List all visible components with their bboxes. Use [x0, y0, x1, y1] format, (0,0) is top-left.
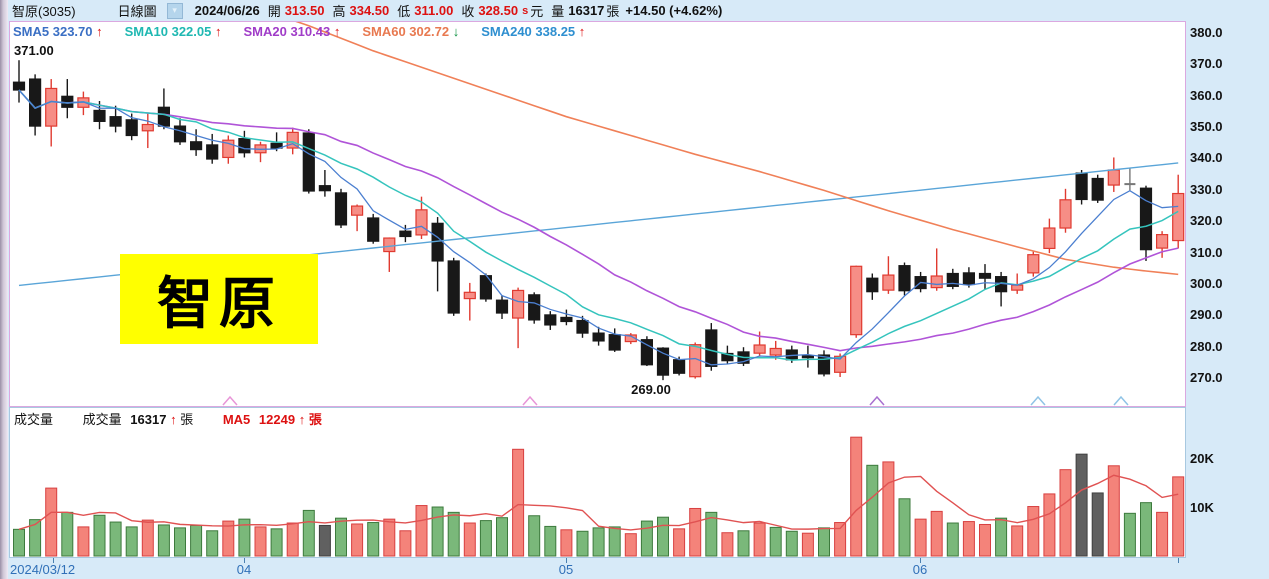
pattern-marker-chevron: [522, 395, 538, 406]
down-arrow-icon: ↓: [449, 24, 460, 39]
chart-type-label[interactable]: 日線圖: [117, 4, 157, 19]
price-tick-label: 380.0: [1190, 25, 1223, 40]
price-axis: 380.0 370.0 360.0 350.0 340.0 330.0 320.0 310.0…: [1190, 21, 1266, 407]
price-tick-label: 370.0: [1190, 56, 1223, 72]
up-arrow-icon: ↑: [211, 24, 222, 39]
time-tick-mark: [244, 558, 245, 563]
time-tick-mark: [566, 558, 567, 563]
up-arrow-icon: ↑: [575, 24, 586, 39]
sma-legend-sma60: SMA60 302.72 ↓: [362, 24, 460, 39]
up-arrow-icon: ↑: [330, 24, 341, 39]
volume-series-label: 成交量: [82, 412, 122, 427]
sma-legend-sma240: SMA240 338.25 ↑: [481, 24, 586, 39]
sma-legend-row: SMA5 323.70 ↑ SMA10 322.05 ↑ SMA20 310.43 …: [13, 24, 607, 39]
volume-axis: 20K 10K: [1190, 407, 1266, 558]
volume-label: 量: [551, 4, 565, 19]
volume-ma-unit: 張: [308, 412, 322, 427]
titlebar: 智原(3035) 日線圖 ▾ 2024/06/26 開 313.50 高 334…: [0, 0, 1269, 21]
volume-ma-arrow-icon: ↑: [298, 412, 306, 427]
change-value: +14.50 (+4.62%): [625, 3, 723, 18]
window-edge: [0, 0, 8, 579]
pattern-marker-chevron: [1030, 395, 1046, 406]
volume-tick-label: 10K: [1190, 499, 1214, 515]
time-tick-mark: [1178, 558, 1179, 563]
pattern-marker-chevron: [869, 395, 885, 406]
time-axis: 2024/03/12 04 05 06: [0, 558, 1269, 579]
open-value: 313.50: [284, 3, 325, 18]
price-tick-label: 360.0: [1190, 87, 1223, 103]
price-chart-pane[interactable]: SMA5 323.70 ↑ SMA10 322.05 ↑ SMA20 310.43 …: [9, 21, 1186, 407]
close-value: 328.50: [478, 3, 519, 18]
symbol-title: 智原(3035): [12, 4, 76, 19]
high-value: 334.50: [349, 3, 390, 18]
sma-legend-sma10: SMA10 322.05 ↑: [124, 24, 222, 39]
price-tick-label: 270.0: [1190, 370, 1223, 385]
volume-series-value: 16317: [130, 412, 167, 427]
volume-pane[interactable]: 成交量 成交量 16317 ↑ 張 MA5 12249 ↑ 張: [9, 407, 1186, 558]
price-tick-label: 280.0: [1190, 338, 1223, 354]
price-tick-label: 320.0: [1190, 213, 1223, 229]
candlestick-chart[interactable]: 371.00 269.00: [10, 22, 1185, 406]
price-tick-label: 300.0: [1190, 275, 1223, 291]
stock-name-overlay: 智原: [120, 254, 318, 344]
volume-value: 16317: [568, 3, 605, 18]
chart-type-dropdown-icon[interactable]: ▾: [166, 2, 183, 19]
pattern-marker-chevron: [222, 395, 238, 406]
up-arrow-icon: ↑: [92, 24, 103, 39]
tick-flag: s: [522, 4, 529, 17]
price-tick-label: 350.0: [1190, 119, 1223, 135]
sma-legend-sma5: SMA5 323.70 ↑: [13, 24, 103, 39]
time-tick-mark: [920, 558, 921, 563]
volume-unit: 張: [606, 4, 620, 19]
high-price-annotation: 371.00: [14, 43, 54, 58]
volume-pane-title: 成交量: [14, 412, 54, 427]
volume-ma-value: 12249: [258, 412, 296, 427]
low-price-annotation: 269.00: [631, 382, 671, 397]
volume-series-unit: 張: [180, 412, 194, 427]
high-label: 高: [332, 4, 346, 19]
time-axis-label: 06: [912, 562, 928, 577]
time-axis-label: 05: [558, 562, 574, 577]
sma-legend-sma20: SMA20 310.43 ↑: [243, 24, 341, 39]
time-axis-label: 2024/03/12: [10, 562, 76, 577]
close-label: 收: [461, 4, 475, 19]
low-value: 311.00: [414, 3, 454, 18]
low-label: 低: [397, 4, 411, 19]
volume-up-arrow-icon: ↑: [170, 412, 177, 427]
pattern-marker-chevron: [1113, 395, 1129, 406]
price-tick-label: 330.0: [1190, 181, 1223, 197]
price-tick-label: 340.0: [1190, 150, 1223, 166]
time-axis-label: 04: [236, 562, 252, 577]
volume-header: 成交量 成交量 16317 ↑ 張 MA5 12249 ↑ 張: [14, 409, 322, 428]
quote-date: 2024/06/26: [194, 3, 260, 18]
price-tick-label: 310.0: [1190, 244, 1223, 260]
price-tick-label: 290.0: [1190, 307, 1223, 323]
volume-ma-label: MA5: [222, 412, 251, 427]
open-label: 開: [267, 4, 281, 19]
currency-unit: 元: [530, 4, 544, 19]
volume-tick-label: 20K: [1190, 451, 1214, 466]
time-tick-mark: [53, 558, 54, 563]
volume-chart[interactable]: [10, 408, 1185, 557]
